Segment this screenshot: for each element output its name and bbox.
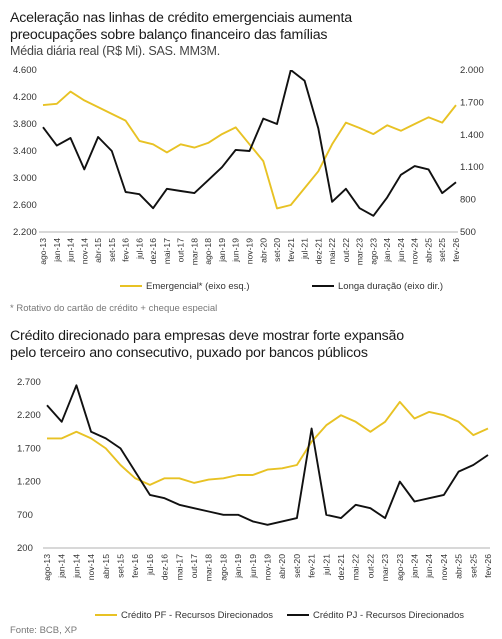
chart2-x-tick: mar-18: [204, 554, 214, 581]
chart1-subtitle: Média diária real (R$ Mi). SAS. MM3M.: [10, 44, 221, 58]
chart1-x-tick: nov-14: [79, 238, 89, 264]
chart2-x-tick: fev-21: [307, 554, 317, 578]
chart1-x-tick: dez-21: [313, 238, 323, 264]
chart2-x-tick: jan-24: [410, 554, 420, 579]
chart1-y-right-tick: 1.700: [460, 97, 484, 108]
chart2-x-tick: abr-20: [277, 554, 287, 579]
chart1-x-tick: jun-24: [396, 238, 406, 263]
chart1-x-tick: mar-18: [189, 238, 199, 265]
chart1-x-tick: fev-16: [121, 238, 131, 262]
chart1-legend-label-2: Longa duração (eixo dir.): [338, 281, 443, 292]
chart1-footnote: * Rotativo do cartão de crédito + cheque…: [10, 303, 218, 314]
chart1-y-right-tick: 1.100: [460, 162, 484, 173]
chart1-x-tick: nov-19: [245, 238, 255, 264]
chart1-x-tick: jan-14: [52, 238, 62, 263]
chart2-x-tick: out-17: [189, 554, 199, 579]
chart1-x-tick: jul-21: [300, 238, 310, 260]
chart1-x-tick: ago-23: [368, 238, 378, 265]
chart2-x-tick: nov-19: [263, 554, 273, 580]
chart1-x-tick: out-22: [341, 238, 351, 263]
chart1-x-tick: fev-21: [286, 238, 296, 262]
chart2-x-tick: jan-19: [233, 554, 243, 579]
chart2-x-tick: dez-21: [336, 554, 346, 580]
chart2-legend-label-1: Crédito PF - Recursos Direcionados: [121, 610, 273, 621]
chart1-y-left-tick: 3.800: [13, 119, 37, 130]
chart2-x-tick: mar-23: [380, 554, 390, 581]
chart1-x-tick: abr-20: [258, 238, 268, 263]
chart1-series-2-line: [42, 70, 457, 217]
chart2-y-left-tick: 1.200: [17, 477, 41, 488]
chart2-y-left-tick: 2.200: [17, 410, 41, 421]
chart2-x-tick: jun-14: [71, 554, 81, 579]
chart1-series-1-line: [42, 90, 457, 210]
chart2-x-tick: abr-25: [454, 554, 464, 579]
chart2-series-1-line: [47, 400, 489, 486]
chart1-x-tick: set-15: [107, 238, 117, 262]
chart1-x-tick: mai-22: [327, 238, 337, 264]
chart2-x-tick: set-20: [292, 554, 302, 578]
chart2-x-tick: jul-21: [321, 554, 331, 576]
chart1-x-tick: mar-23: [355, 238, 365, 265]
chart2-x-tick: nov-14: [86, 554, 96, 580]
chart2-x-tick: fev-16: [130, 554, 140, 578]
chart1-x-tick: ago-18: [203, 238, 213, 265]
chart1-x-tick: abr-25: [423, 238, 433, 263]
chart1-y-right-tick: 2.000: [460, 65, 484, 76]
chart2-y-left-tick: 200: [17, 543, 33, 554]
chart1-y-right-tick: 800: [460, 195, 476, 206]
chart1-svg: 4.600 4.200 3.800 3.400 3.000 2.600 2.200 2.000…: [13, 65, 484, 292]
chart2-x-tick: set-25: [468, 554, 478, 578]
chart2-svg: 2.700 2.200 1.700 1.200 700 200 ago-13 jan-14 ju…: [17, 377, 493, 621]
chart1-x-tick: jun-19: [231, 238, 241, 263]
chart2-x-tick: jun-19: [248, 554, 258, 579]
chart2-x-tick: mai-22: [351, 554, 361, 580]
chart1-x-tick: ago-13: [38, 238, 48, 265]
chart1-y-left-tick: 4.600: [13, 65, 37, 76]
chart2-x-tick: out-22: [365, 554, 375, 579]
chart1-x-tick: jan-24: [382, 238, 392, 263]
chart1-x-tick: nov-24: [410, 238, 420, 264]
chart1-x-tick: mai-17: [162, 238, 172, 264]
chart1-x-tick: abr-15: [93, 238, 103, 263]
chart2-x-tick: abr-15: [101, 554, 111, 579]
chart2-x-tick: ago-23: [395, 554, 405, 581]
chart1-y-right-tick: 1.400: [460, 130, 484, 141]
chart2-x-tick: dez-16: [160, 554, 170, 580]
chart2-legend-label-2: Crédito PJ - Recursos Direcionados: [313, 610, 464, 621]
chart1-x-tick: jul-16: [134, 238, 144, 260]
source-note: Fonte: BCB, XP: [10, 625, 78, 636]
chart1-y-left-tick: 2.600: [13, 200, 37, 211]
chart2-x-tick: jan-14: [57, 554, 67, 579]
chart1-title-line2: preocupações sobre balanço financeiro da…: [10, 27, 328, 43]
chart1-x-tick: fev-26: [451, 238, 461, 262]
chart2-series-2-line: [46, 384, 489, 526]
chart2-title-line2: pelo terceiro ano consecutivo, puxado po…: [10, 345, 368, 361]
chart1-y-left-tick: 3.000: [13, 173, 37, 184]
chart1-legend-label-1: Emergencial* (eixo esq.): [146, 281, 250, 292]
chart2-x-tick: ago-13: [42, 554, 52, 581]
chart2-x-tick: jun-24: [424, 554, 434, 579]
chart2-x-tick: nov-24: [439, 554, 449, 580]
chart1-y-right-tick: 500: [460, 227, 476, 238]
chart1-x-tick: set-20: [272, 238, 282, 262]
chart1-title-line1: Aceleração nas linhas de crédito emergen…: [10, 10, 352, 26]
chart1-y-left-tick: 4.200: [13, 92, 37, 103]
chart1-y-left-tick: 3.400: [13, 146, 37, 157]
chart1-x-tick: set-25: [437, 238, 447, 262]
chart2-y-left-tick: 700: [17, 510, 33, 521]
chart1-x-tick: out-17: [176, 238, 186, 263]
chart1-y-left-tick: 2.200: [13, 227, 37, 238]
chart2-title-line1: Crédito direcionado para empresas deve m…: [10, 328, 404, 344]
chart2-y-left-tick: 1.700: [17, 443, 41, 454]
chart2-x-tick: mai-17: [174, 554, 184, 580]
chart2-y-left-tick: 2.700: [17, 377, 41, 388]
chart1-x-tick: jun-14: [66, 238, 76, 263]
chart2-x-tick: jul-16: [145, 554, 155, 576]
chart2-x-tick: set-15: [116, 554, 126, 578]
chart1-x-tick: jan-19: [217, 238, 227, 263]
chart2-x-tick: fev-26: [483, 554, 493, 578]
chart2-x-tick: ago-18: [218, 554, 228, 581]
chart1-x-tick: dez-16: [148, 238, 158, 264]
